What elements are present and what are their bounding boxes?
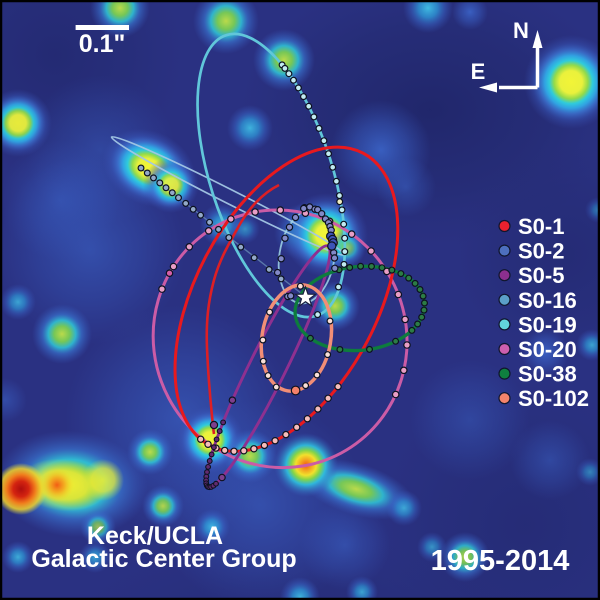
svg-text:S0-38: S0-38	[518, 362, 577, 387]
svg-text:S0-16: S0-16	[518, 288, 577, 313]
svg-text:Galactic Center Group: Galactic Center Group	[31, 545, 296, 573]
svg-text:S0-2: S0-2	[518, 239, 564, 264]
svg-text:0.1": 0.1"	[79, 30, 126, 58]
svg-text:S0-20: S0-20	[518, 337, 577, 362]
svg-text:E: E	[471, 59, 486, 84]
svg-text:S0-102: S0-102	[518, 386, 589, 411]
svg-text:Keck/UCLA: Keck/UCLA	[87, 522, 223, 550]
svg-text:S0-1: S0-1	[518, 214, 564, 239]
svg-text:S0-5: S0-5	[518, 263, 564, 288]
svg-text:N: N	[513, 18, 529, 43]
svg-text:S0-19: S0-19	[518, 312, 577, 337]
svg-text:1995-2014: 1995-2014	[431, 545, 570, 577]
